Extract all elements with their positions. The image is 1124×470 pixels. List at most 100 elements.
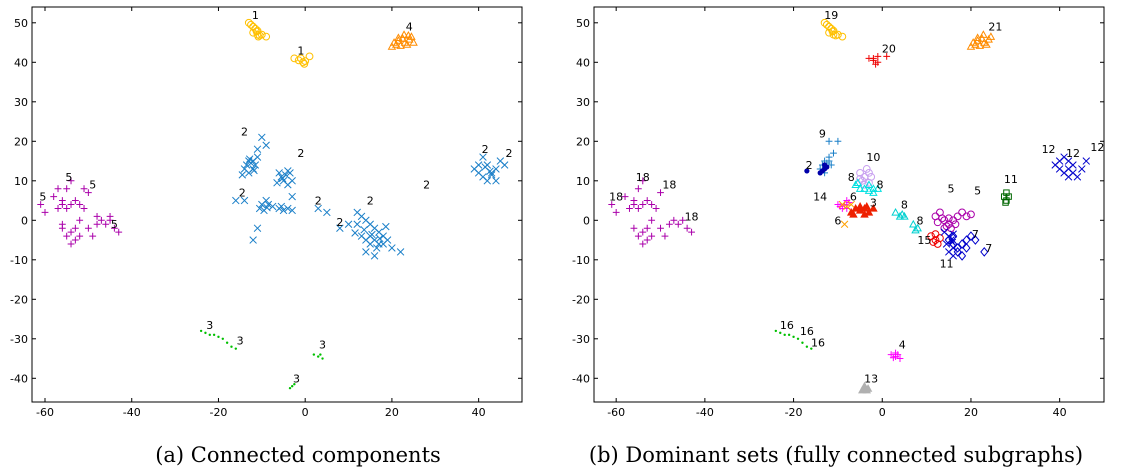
data-point (962, 243, 971, 253)
data-point (71, 236, 79, 244)
data-point (253, 145, 262, 153)
data-point (962, 212, 971, 221)
data-point (958, 208, 966, 217)
data-point (895, 211, 905, 220)
data-point (830, 149, 837, 157)
x-tick-label: -40 (123, 406, 141, 419)
data-point (84, 189, 92, 197)
data-point (787, 333, 791, 337)
data-point (360, 226, 368, 234)
data-point (872, 60, 880, 68)
data-point (208, 333, 211, 337)
data-point (391, 40, 401, 48)
data-point (643, 236, 651, 244)
y-tick-label: 0 (583, 214, 590, 227)
cluster-label: 12 (1090, 141, 1104, 154)
data-point (869, 184, 878, 192)
data-point (822, 162, 828, 168)
data-point (630, 224, 638, 232)
series-12 (931, 208, 975, 233)
data-point (409, 38, 418, 46)
data-point (312, 353, 316, 356)
cluster-label: 7 (972, 228, 979, 241)
data-point (838, 200, 847, 209)
data-point (262, 141, 270, 150)
data-point (889, 354, 897, 362)
series-2 (232, 133, 509, 260)
cluster-label: 3 (206, 319, 213, 332)
series-19 (887, 349, 904, 362)
data-point (986, 32, 996, 40)
data-point (661, 232, 669, 240)
data-point (856, 169, 864, 177)
data-point (277, 202, 286, 211)
data-point (58, 201, 66, 208)
series-9 (838, 200, 855, 229)
data-point (479, 153, 487, 161)
series-17 (1000, 189, 1012, 206)
series-4 (804, 162, 830, 176)
data-point (951, 220, 960, 229)
data-point (268, 202, 277, 211)
data-point (827, 161, 835, 169)
y-tick-label: 30 (576, 96, 590, 109)
caption-b: (b) Dominant sets (fully connected subgr… (589, 443, 1083, 467)
data-point (688, 228, 695, 236)
data-point (643, 197, 651, 204)
y-tick-label: 40 (576, 56, 590, 69)
y-tick-label: 20 (14, 135, 28, 148)
series-13 (927, 230, 944, 248)
data-point (621, 193, 629, 200)
y-tick-label: -10 (572, 254, 590, 267)
data-point (979, 30, 988, 38)
data-point (67, 228, 75, 236)
data-point (300, 59, 309, 68)
data-point (54, 185, 62, 193)
data-point (860, 184, 869, 192)
cluster-label: 16 (780, 319, 794, 332)
data-point (204, 331, 207, 335)
data-point (67, 177, 75, 185)
y-tick-label: 30 (14, 96, 28, 109)
data-point (873, 184, 883, 192)
cluster-label: 11 (1004, 173, 1018, 186)
series-10 (846, 202, 878, 218)
data-point (820, 18, 829, 27)
cluster-label: 20 (882, 42, 896, 55)
series-0 (820, 18, 847, 41)
data-point (834, 137, 842, 145)
data-point (263, 203, 271, 212)
data-point (980, 247, 989, 257)
data-point (869, 204, 878, 212)
data-point (1078, 165, 1086, 173)
cluster-label: 5 (974, 185, 981, 198)
series-15 (940, 228, 957, 260)
data-point (864, 186, 874, 194)
data-point (931, 236, 940, 244)
series-4 (199, 329, 324, 390)
data-point (648, 216, 656, 224)
data-point (657, 224, 664, 232)
data-point (67, 201, 75, 208)
data-point (240, 196, 249, 205)
data-point (323, 208, 331, 217)
data-point (76, 216, 84, 224)
data-point (316, 355, 320, 358)
data-point (58, 220, 66, 228)
cluster-label: 13 (864, 372, 878, 385)
data-point (232, 196, 240, 205)
cluster-label: 1 (252, 9, 259, 22)
y-tick-label: -30 (10, 333, 28, 346)
data-point (947, 224, 955, 233)
data-point (977, 34, 987, 42)
cluster-label: 6 (834, 214, 841, 227)
data-point (212, 333, 216, 337)
cluster-label: 4 (899, 339, 906, 352)
data-point (249, 165, 257, 173)
data-point (275, 169, 283, 177)
data-point (362, 248, 370, 256)
data-point (376, 234, 384, 243)
data-point (931, 230, 940, 239)
